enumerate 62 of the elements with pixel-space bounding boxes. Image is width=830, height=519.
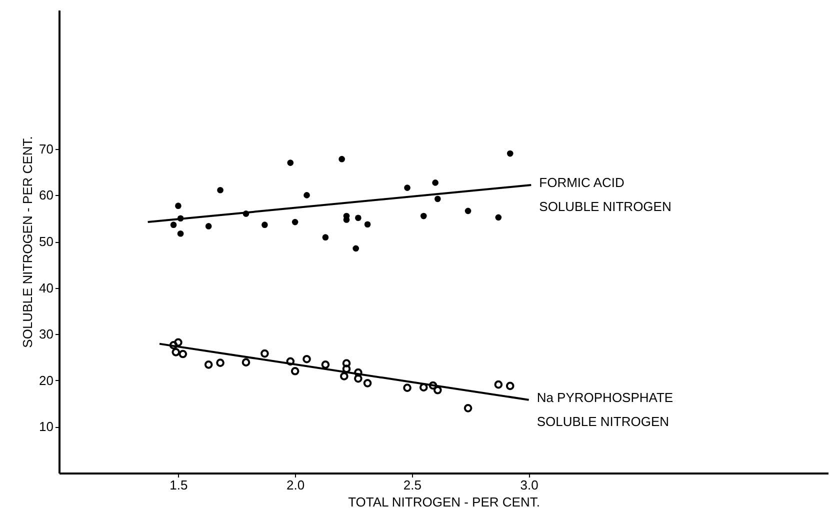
point <box>174 338 182 347</box>
point <box>354 368 362 377</box>
point <box>172 348 180 356</box>
x-tick-label: 2.5 <box>403 478 422 492</box>
point <box>321 360 330 369</box>
point <box>364 221 371 228</box>
point <box>506 382 514 390</box>
point <box>433 386 442 394</box>
point <box>403 384 412 392</box>
point <box>419 383 428 392</box>
point <box>169 341 178 350</box>
point <box>432 180 438 186</box>
point <box>205 223 212 230</box>
point <box>262 222 268 228</box>
y-tick-label: 20 <box>39 372 54 388</box>
point <box>340 372 348 380</box>
point <box>260 349 269 358</box>
point <box>287 160 294 166</box>
point <box>322 234 329 240</box>
point <box>204 360 213 369</box>
point <box>355 214 362 222</box>
point <box>464 208 472 214</box>
y-tick-label: 10 <box>39 419 54 434</box>
point <box>352 245 360 252</box>
point <box>464 404 472 412</box>
point <box>428 381 438 390</box>
point <box>177 230 184 237</box>
point <box>434 196 441 202</box>
series-label: Na PYROPHOSPHATE SOLUBLE NITROGEN <box>536 390 674 429</box>
point <box>178 350 188 358</box>
point <box>216 358 224 367</box>
point <box>343 216 350 223</box>
point <box>342 359 351 368</box>
y-tick-label: 50 <box>39 234 54 249</box>
point <box>338 156 345 162</box>
point <box>292 218 298 226</box>
point <box>217 186 224 194</box>
series-label: FORMIC ACID SOLUBLE NITROGEN <box>539 175 672 214</box>
x-tick-label: 2.0 <box>286 478 305 492</box>
point <box>494 380 503 389</box>
point <box>175 202 182 210</box>
point <box>242 358 250 366</box>
point <box>302 354 311 364</box>
point <box>170 222 177 228</box>
point <box>420 212 427 220</box>
y-tick-label: 60 <box>39 188 54 203</box>
point <box>290 366 300 376</box>
point <box>495 214 502 221</box>
point <box>286 357 295 366</box>
y-tick-label: 40 <box>39 280 54 296</box>
y-tick-label: 70 <box>39 141 54 156</box>
point <box>304 192 310 198</box>
y-axis-title: SOLUBLE NITROGEN - PER CENT. <box>20 136 36 348</box>
x-tick-label: 1.5 <box>170 478 188 492</box>
point <box>354 374 362 383</box>
point <box>506 150 514 157</box>
point <box>363 379 372 388</box>
point <box>342 364 351 373</box>
point <box>404 184 410 191</box>
x-axis-title: TOTAL NITROGEN - PER CENT. <box>348 494 540 510</box>
y-tick-label: 30 <box>39 326 54 342</box>
x-tick-label: 3.0 <box>520 478 538 492</box>
